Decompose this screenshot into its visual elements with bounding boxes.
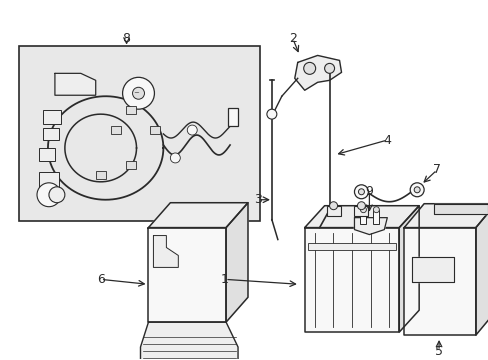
Polygon shape (404, 228, 475, 335)
Circle shape (122, 77, 154, 109)
Bar (110, 126, 121, 134)
Bar (125, 106, 135, 114)
Circle shape (170, 153, 180, 163)
Circle shape (37, 183, 61, 207)
Text: 4: 4 (383, 134, 390, 147)
Bar (227, 108, 238, 126)
Bar (150, 126, 160, 134)
Polygon shape (411, 257, 453, 282)
Polygon shape (153, 235, 178, 267)
Polygon shape (304, 206, 418, 228)
Bar (39, 172, 59, 188)
Polygon shape (148, 228, 225, 322)
Circle shape (358, 189, 364, 195)
Circle shape (413, 187, 419, 193)
Polygon shape (404, 204, 488, 228)
Text: 1: 1 (221, 273, 228, 286)
Polygon shape (294, 55, 341, 90)
Circle shape (187, 125, 197, 135)
Circle shape (373, 207, 379, 213)
Circle shape (132, 87, 144, 99)
Bar (19, 46, 260, 221)
Circle shape (354, 185, 367, 199)
Polygon shape (354, 218, 386, 235)
Bar (354, 206, 367, 216)
Bar (373, 210, 379, 224)
Circle shape (329, 202, 337, 210)
Polygon shape (475, 204, 488, 335)
Bar (96, 171, 105, 179)
Bar (360, 210, 366, 224)
Circle shape (49, 187, 65, 203)
Bar (307, 243, 395, 251)
Bar (125, 161, 135, 169)
Text: 6: 6 (97, 273, 104, 286)
Text: 2: 2 (288, 32, 296, 45)
Text: 9: 9 (365, 185, 372, 198)
Polygon shape (148, 203, 247, 228)
Circle shape (360, 207, 366, 213)
Polygon shape (140, 322, 238, 360)
Bar (43, 128, 59, 140)
Text: ~: ~ (133, 90, 139, 96)
Circle shape (409, 183, 423, 197)
Polygon shape (225, 203, 247, 322)
Circle shape (303, 62, 315, 74)
Polygon shape (433, 204, 487, 214)
Polygon shape (304, 228, 398, 332)
Text: 8: 8 (122, 32, 130, 45)
Text: 7: 7 (432, 163, 440, 176)
Bar (43, 110, 61, 124)
Text: 5: 5 (434, 345, 442, 357)
Polygon shape (55, 73, 96, 95)
Circle shape (324, 63, 334, 73)
Polygon shape (398, 206, 418, 332)
Circle shape (357, 202, 365, 210)
Bar (326, 206, 340, 216)
Bar (39, 148, 55, 161)
Text: 3: 3 (253, 193, 262, 206)
Circle shape (266, 109, 276, 119)
